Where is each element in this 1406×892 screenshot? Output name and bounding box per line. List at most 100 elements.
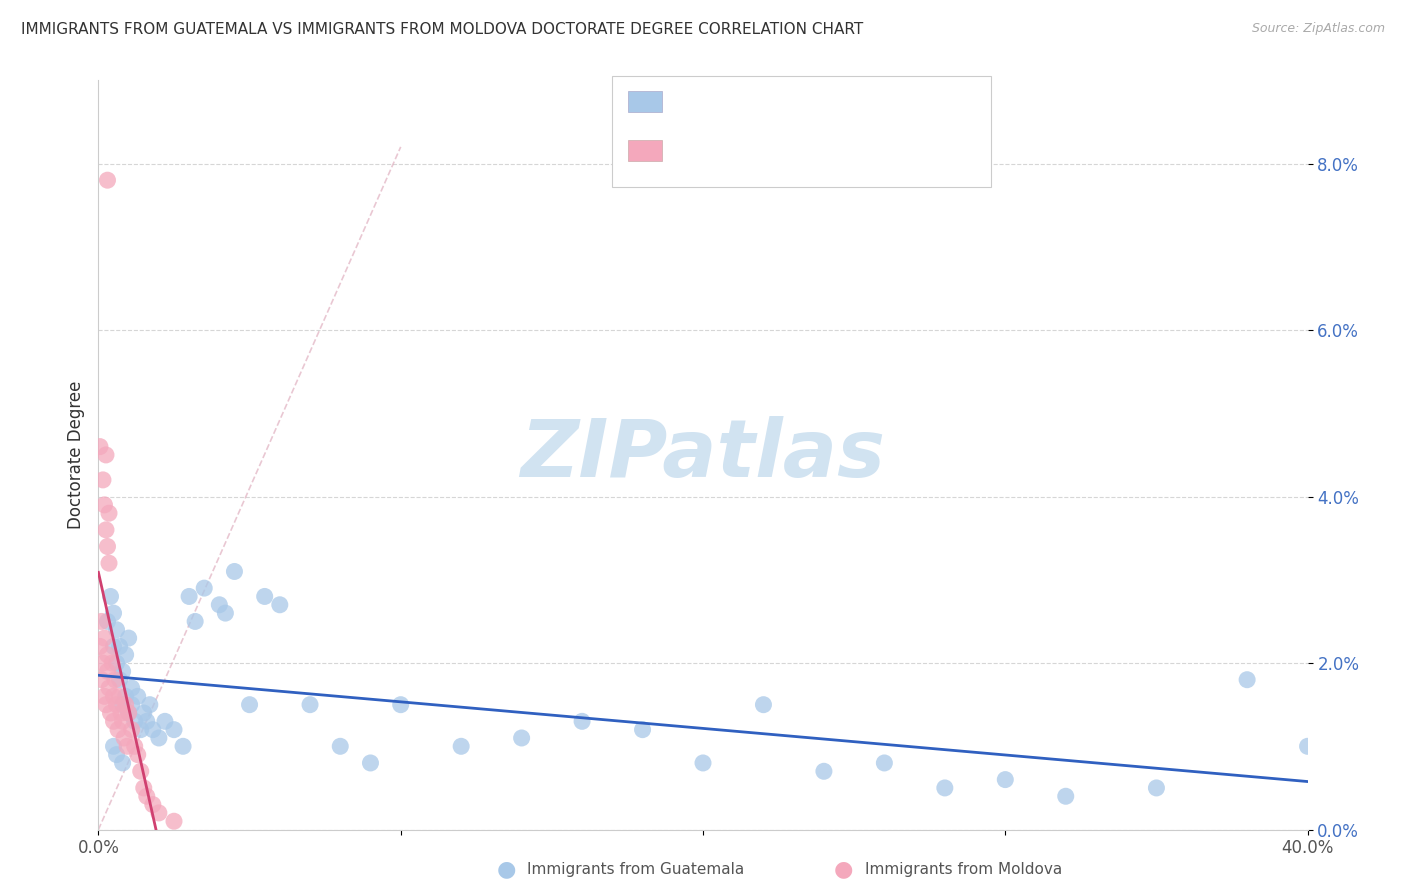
Point — [93, 498, 115, 512]
Point — [139, 698, 162, 712]
Point — [103, 640, 125, 654]
Point — [184, 615, 207, 629]
Point — [91, 473, 114, 487]
Point — [98, 681, 121, 695]
Point — [129, 723, 152, 737]
Text: ●: ● — [834, 860, 853, 880]
Point — [127, 690, 149, 704]
Point — [96, 540, 118, 554]
Text: R =: R = — [672, 140, 711, 158]
Point — [96, 173, 118, 187]
Point — [103, 606, 125, 620]
Point — [239, 698, 262, 712]
Point — [105, 698, 128, 712]
Point — [121, 681, 143, 695]
Y-axis label: Doctorate Degree: Doctorate Degree — [66, 381, 84, 529]
Point — [153, 714, 176, 729]
Point — [692, 756, 714, 770]
Point — [94, 523, 117, 537]
Point — [96, 615, 118, 629]
Text: N =: N = — [785, 140, 837, 158]
Point — [90, 673, 112, 687]
Point — [103, 690, 125, 704]
Point — [129, 764, 152, 779]
Point — [329, 739, 352, 754]
Point — [111, 714, 134, 729]
Point — [118, 631, 141, 645]
Point — [114, 648, 136, 662]
Point — [111, 698, 134, 712]
Point — [269, 598, 291, 612]
Point — [103, 739, 125, 754]
Point — [100, 590, 122, 604]
Point — [873, 756, 896, 770]
Point — [132, 706, 155, 720]
Point — [1054, 789, 1077, 804]
Point — [1296, 739, 1319, 754]
Point — [121, 698, 143, 712]
Point — [108, 690, 131, 704]
Point — [163, 723, 186, 737]
Point — [299, 698, 322, 712]
Point — [934, 780, 956, 795]
Point — [124, 739, 146, 754]
Point — [111, 665, 134, 679]
Point — [994, 772, 1017, 787]
Text: R =: R = — [672, 91, 711, 109]
Point — [115, 739, 138, 754]
Point — [135, 789, 157, 804]
Point — [107, 723, 129, 737]
Point — [105, 623, 128, 637]
Text: Immigrants from Moldova: Immigrants from Moldova — [865, 863, 1062, 877]
Point — [101, 656, 124, 670]
Text: ●: ● — [496, 860, 516, 880]
Point — [510, 731, 533, 745]
Point — [94, 448, 117, 462]
Text: Immigrants from Guatemala: Immigrants from Guatemala — [527, 863, 745, 877]
Point — [104, 673, 127, 687]
Point — [450, 739, 472, 754]
Point — [208, 598, 231, 612]
Point — [93, 631, 115, 645]
Point — [253, 590, 276, 604]
Point — [103, 714, 125, 729]
Point — [90, 615, 112, 629]
Point — [111, 756, 134, 770]
Point — [89, 640, 111, 654]
Point — [96, 648, 118, 662]
Point — [631, 723, 654, 737]
Point — [752, 698, 775, 712]
Point — [179, 590, 201, 604]
Text: IMMIGRANTS FROM GUATEMALA VS IMMIGRANTS FROM MOLDOVA DOCTORATE DEGREE CORRELATIO: IMMIGRANTS FROM GUATEMALA VS IMMIGRANTS … — [21, 22, 863, 37]
Point — [98, 506, 121, 520]
Point — [163, 814, 186, 829]
Point — [105, 747, 128, 762]
Point — [193, 581, 215, 595]
Point — [89, 440, 111, 454]
Point — [110, 706, 132, 720]
Point — [132, 780, 155, 795]
Point — [389, 698, 412, 712]
Point — [112, 731, 135, 745]
Point — [100, 706, 122, 720]
Text: 35: 35 — [841, 140, 866, 158]
Point — [1146, 780, 1168, 795]
Text: 57: 57 — [841, 91, 866, 109]
Point — [571, 714, 593, 729]
Point — [114, 690, 136, 704]
Point — [121, 723, 143, 737]
Point — [135, 714, 157, 729]
Point — [118, 706, 141, 720]
Point — [172, 739, 194, 754]
Text: Source: ZipAtlas.com: Source: ZipAtlas.com — [1251, 22, 1385, 36]
Point — [127, 747, 149, 762]
Point — [108, 673, 131, 687]
Point — [124, 714, 146, 729]
Point — [118, 706, 141, 720]
Point — [214, 606, 236, 620]
Text: ZIPatlas: ZIPatlas — [520, 416, 886, 494]
Point — [108, 640, 131, 654]
Point — [94, 698, 117, 712]
Text: 0.494: 0.494 — [720, 140, 783, 158]
Text: N =: N = — [785, 91, 837, 109]
